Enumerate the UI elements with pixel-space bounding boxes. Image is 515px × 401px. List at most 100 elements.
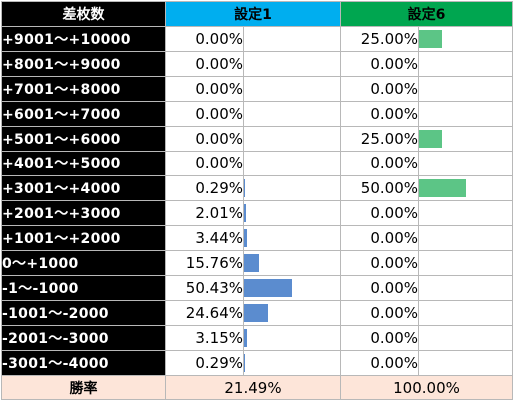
setting-1-bar-cell	[243, 75, 341, 102]
table-row: +1001～+2000 3.44% 0.00%	[1, 225, 513, 252]
setting-1-bar-cell	[243, 100, 341, 127]
setting-1-percent: 0.00%	[165, 25, 244, 52]
setting-1-bar-cell	[243, 25, 341, 52]
setting-1-percent: 0.00%	[165, 50, 244, 77]
setting-1-percent: 0.29%	[165, 349, 244, 377]
setting-6-percent: 50.00%	[340, 175, 419, 202]
setting-1-bar	[244, 179, 246, 198]
setting-1-bar-cell	[243, 175, 341, 202]
table-row: +9001～+10000 0.00% 25.00%	[1, 25, 513, 52]
row-label: +3001～+4000	[1, 175, 166, 202]
table-row: +6001～+7000 0.00% 0.00%	[1, 100, 513, 127]
header-row: 差枚数 設定1 設定6	[1, 1, 513, 27]
table-row: +8001～+9000 0.00% 0.00%	[1, 50, 513, 77]
setting-1-percent: 0.00%	[165, 150, 244, 177]
setting-6-bar-cell	[418, 50, 513, 77]
row-label: +9001～+10000	[1, 25, 166, 52]
table-row: -1001～-2000 24.64% 0.00%	[1, 300, 513, 326]
row-label: -1001～-2000	[1, 300, 166, 326]
setting-1-bar	[244, 204, 246, 223]
setting-1-percent: 0.00%	[165, 125, 244, 152]
table-row: 0～+1000 15.76% 0.00%	[1, 250, 513, 277]
setting-6-bar	[419, 129, 443, 148]
row-label: 0～+1000	[1, 250, 166, 277]
setting-1-bar-cell	[243, 50, 341, 77]
setting-6-percent: 25.00%	[340, 125, 419, 152]
setting-6-percent: 0.00%	[340, 250, 419, 277]
setting-1-bar-cell	[243, 125, 341, 152]
setting-1-bar-cell	[243, 250, 341, 277]
header-setting-6: 設定6	[340, 1, 513, 27]
setting-6-bar-cell	[418, 300, 513, 326]
setting-6-bar-cell	[418, 225, 513, 252]
setting-1-bar	[244, 279, 293, 298]
row-label: +4001～+5000	[1, 150, 166, 177]
setting-6-bar-cell	[418, 349, 513, 377]
setting-6-bar	[419, 29, 443, 48]
setting-6-bar-cell	[418, 100, 513, 127]
table-row: -2001～-3000 3.15% 0.00%	[1, 324, 513, 351]
setting-1-percent: 0.00%	[165, 100, 244, 127]
setting-1-percent: 50.43%	[165, 275, 244, 302]
setting-1-percent: 24.64%	[165, 300, 244, 326]
footer-label: 勝率	[1, 375, 166, 400]
header-diff-coins: 差枚数	[1, 1, 166, 27]
setting-6-percent: 0.00%	[340, 200, 419, 227]
setting-6-bar-cell	[418, 324, 513, 351]
setting-1-bar	[244, 328, 248, 347]
setting-1-percent: 15.76%	[165, 250, 244, 277]
setting-1-bar-cell	[243, 150, 341, 177]
setting-6-percent: 25.00%	[340, 25, 419, 52]
setting-6-bar	[419, 179, 466, 198]
setting-6-bar-cell	[418, 25, 513, 52]
setting-1-percent: 0.29%	[165, 175, 244, 202]
setting-1-percent: 3.15%	[165, 324, 244, 351]
row-label: +6001～+7000	[1, 100, 166, 127]
table-row: +3001～+4000 0.29% 50.00%	[1, 175, 513, 202]
footer-setting-1-value: 21.49%	[165, 375, 341, 400]
row-label: -1～-1000	[1, 275, 166, 302]
setting-6-percent: 0.00%	[340, 349, 419, 377]
table-row: +2001～+3000 2.01% 0.00%	[1, 200, 513, 227]
setting-6-bar-cell	[418, 75, 513, 102]
table-row: -3001～-4000 0.29% 0.00%	[1, 349, 513, 377]
footer-setting-6-value: 100.00%	[340, 375, 513, 400]
setting-1-bar-cell	[243, 275, 341, 302]
footer-row-win-rate: 勝率 21.49% 100.00%	[1, 375, 513, 400]
table-row: +4001～+5000 0.00% 0.00%	[1, 150, 513, 177]
setting-1-percent: 2.01%	[165, 200, 244, 227]
row-label: +1001～+2000	[1, 225, 166, 252]
table-row: -1～-1000 50.43% 0.00%	[1, 275, 513, 302]
setting-6-bar-cell	[418, 200, 513, 227]
setting-6-bar-cell	[418, 175, 513, 202]
row-label: +7001～+8000	[1, 75, 166, 102]
setting-1-bar-cell	[243, 324, 341, 351]
setting-6-percent: 0.00%	[340, 225, 419, 252]
setting-1-bar-cell	[243, 225, 341, 252]
setting-1-bar-cell	[243, 349, 341, 377]
setting-6-percent: 0.00%	[340, 324, 419, 351]
row-label: +8001～+9000	[1, 50, 166, 77]
setting-6-percent: 0.00%	[340, 275, 419, 302]
table-row: +5001～+6000 0.00% 25.00%	[1, 125, 513, 152]
setting-6-bar-cell	[418, 250, 513, 277]
setting-6-percent: 0.00%	[340, 300, 419, 326]
setting-6-bar-cell	[418, 150, 513, 177]
setting-6-bar-cell	[418, 275, 513, 302]
setting-6-percent: 0.00%	[340, 100, 419, 127]
header-setting-1: 設定1	[165, 1, 341, 27]
setting-1-bar	[244, 229, 248, 248]
setting-1-bar-cell	[243, 200, 341, 227]
setting-1-percent: 0.00%	[165, 75, 244, 102]
setting-1-percent: 3.44%	[165, 225, 244, 252]
setting-6-percent: 0.00%	[340, 150, 419, 177]
table-row: +7001～+8000 0.00% 0.00%	[1, 75, 513, 102]
row-label: +2001～+3000	[1, 200, 166, 227]
setting-1-bar	[244, 254, 260, 273]
setting-6-percent: 0.00%	[340, 50, 419, 77]
setting-6-bar-cell	[418, 125, 513, 152]
setting-1-bar	[244, 353, 246, 372]
row-label: -2001～-3000	[1, 324, 166, 351]
setting-1-bar	[244, 304, 268, 322]
